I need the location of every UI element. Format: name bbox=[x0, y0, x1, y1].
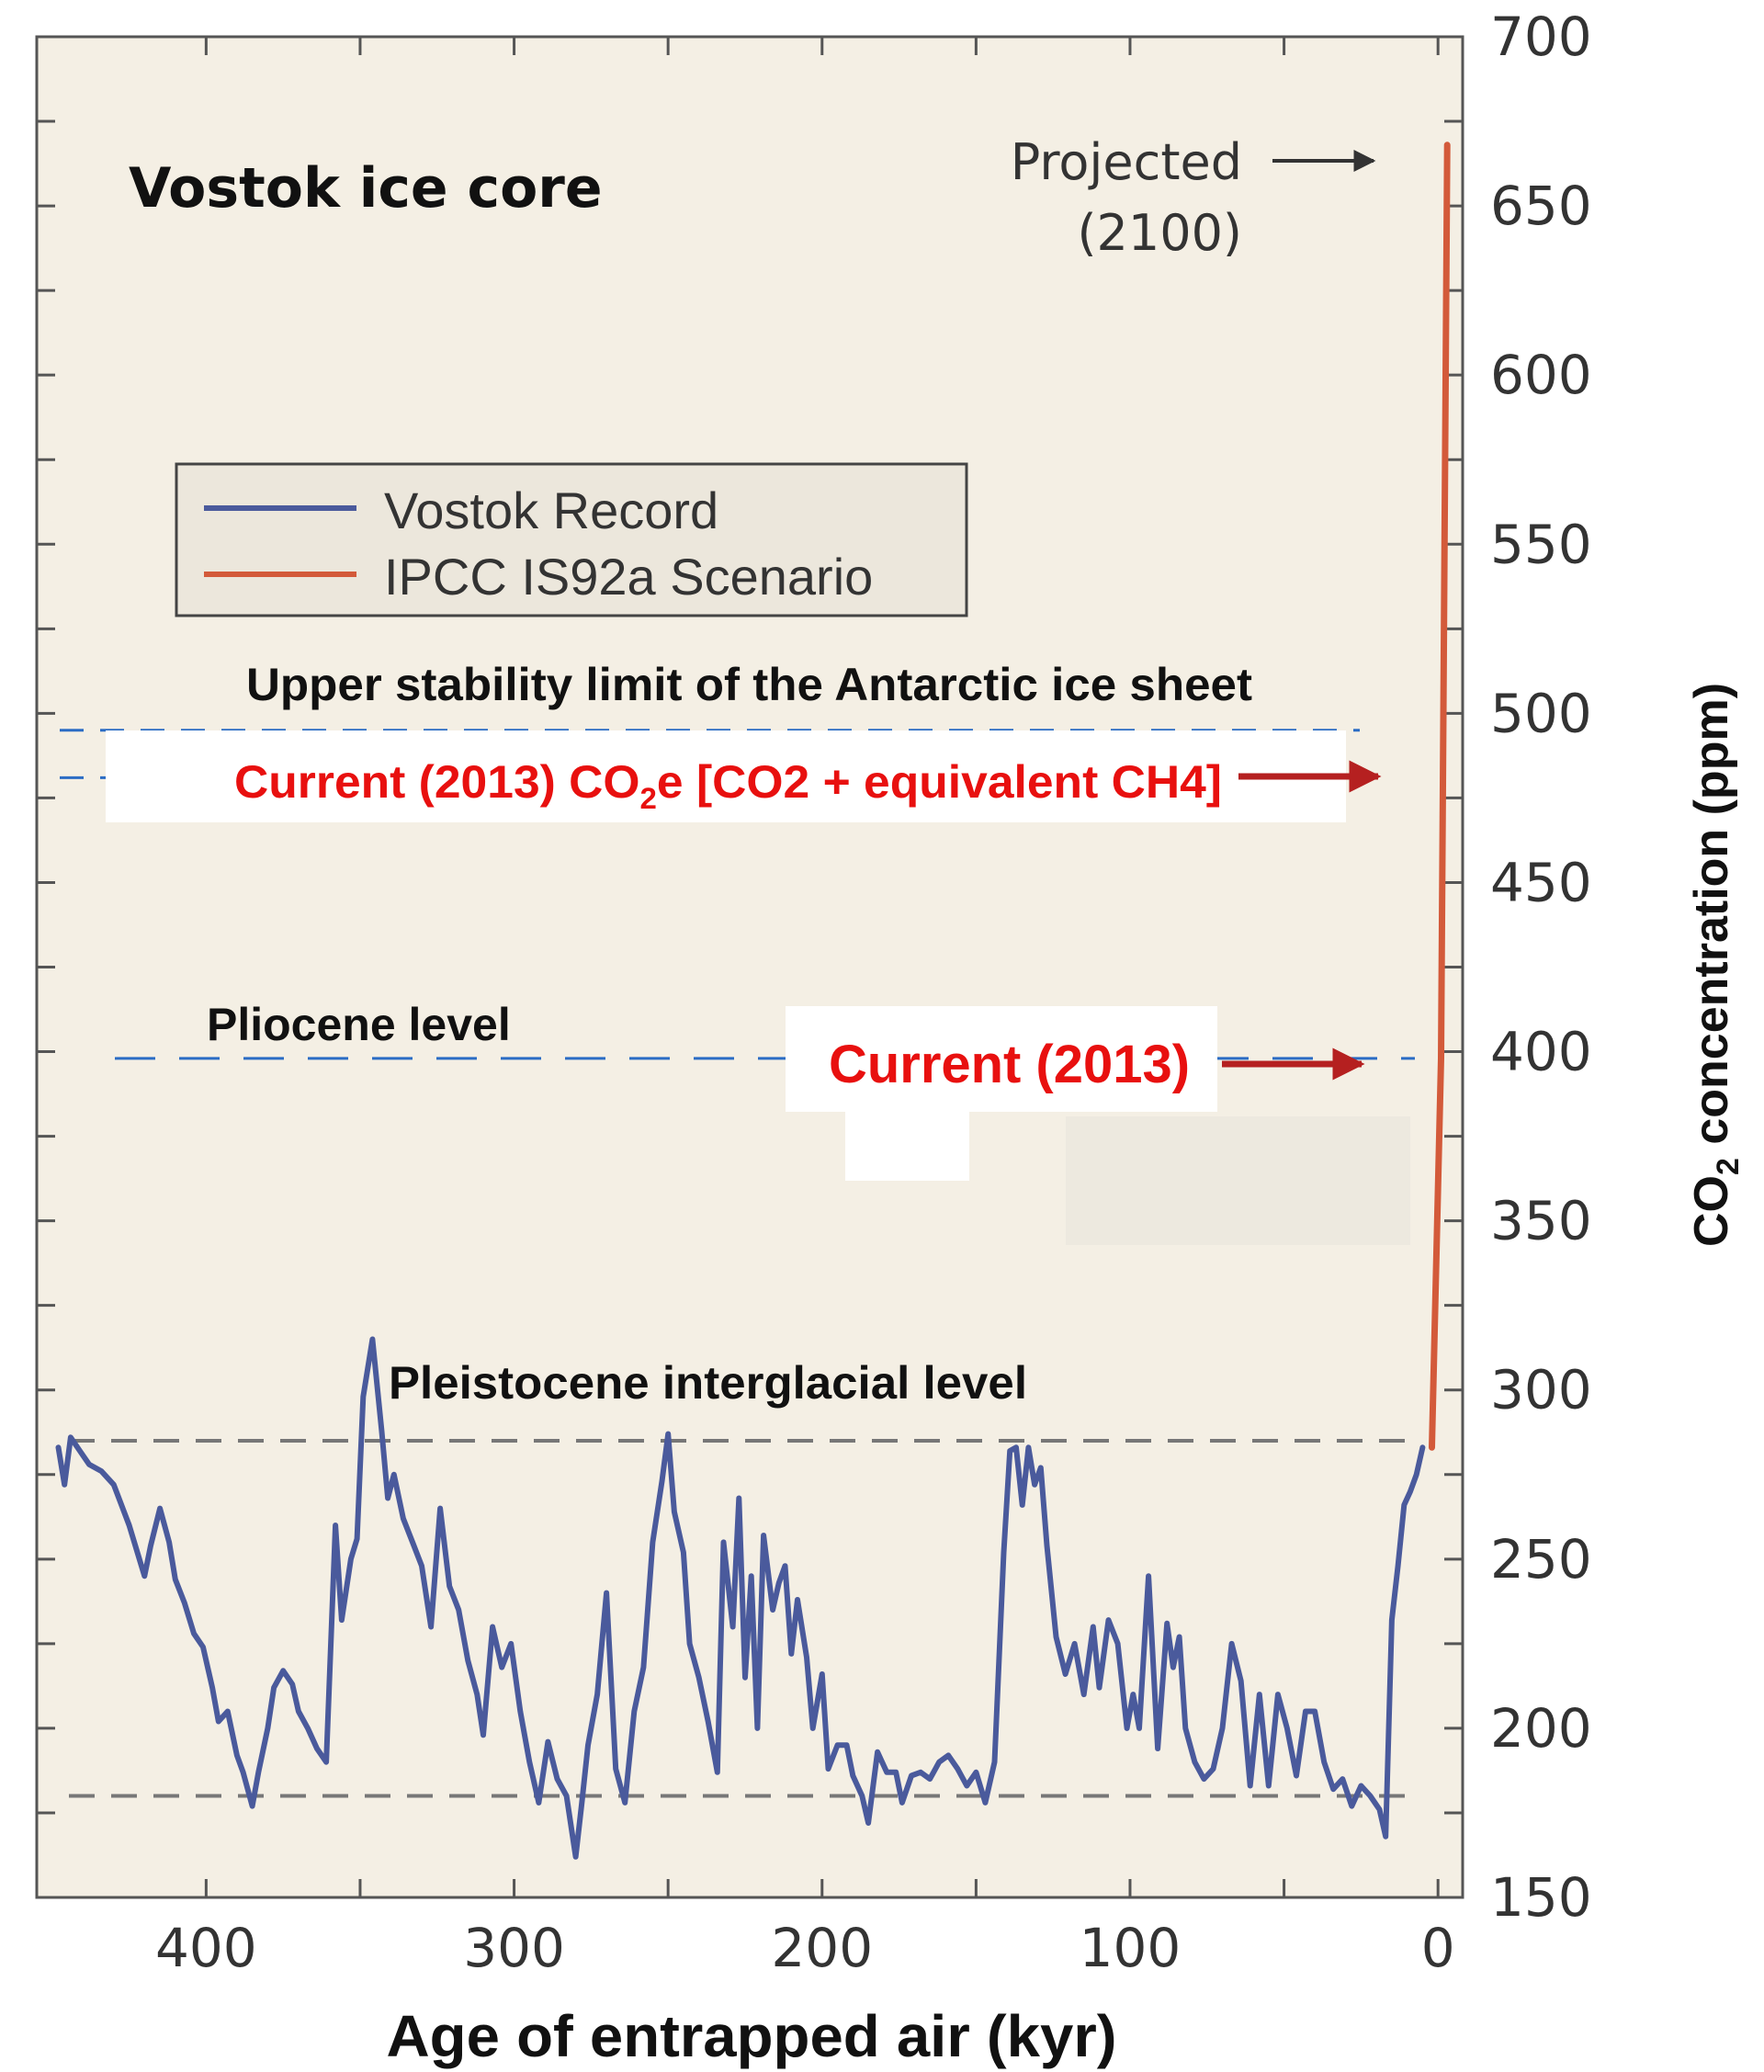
series-line-vostok-record bbox=[55, 1336, 1426, 1860]
chart-title: Vostok ice core bbox=[129, 156, 603, 221]
legend-label-ipcc: IPCC IS92a Scenario bbox=[384, 548, 873, 606]
y-tick-label: 600 bbox=[1490, 344, 1592, 406]
y-axis-title: CO2 concentration (ppm) bbox=[1685, 683, 1746, 1247]
pliocene-label: Pliocene level bbox=[207, 999, 511, 1050]
y-tick-label: 400 bbox=[1490, 1021, 1592, 1083]
y-tick-label: 450 bbox=[1490, 851, 1592, 913]
y-tick-label: 700 bbox=[1490, 6, 1592, 68]
y-tick-label: 250 bbox=[1490, 1528, 1592, 1591]
current-label: Current (2013) bbox=[829, 1035, 1190, 1094]
y-tick-label: 550 bbox=[1490, 513, 1592, 575]
y-tick-label: 300 bbox=[1490, 1359, 1592, 1421]
y-title-prefix: CO bbox=[1685, 1175, 1738, 1247]
legend: Vostok Record IPCC IS92a Scenario bbox=[175, 462, 968, 617]
projected-label-line2: (2100) bbox=[1077, 204, 1242, 262]
co2e-subscript: 2 bbox=[640, 782, 657, 815]
co2e-prefix: Current (2013) CO bbox=[234, 756, 640, 808]
x-tick-label: 200 bbox=[771, 1917, 873, 1979]
current-co2e-label: Current (2013) CO 2e [CO2 + equivalent CH… bbox=[234, 756, 1222, 815]
projected-label-line1: Projected bbox=[1011, 133, 1242, 191]
x-axis-title: Age of entrapped air (kyr) bbox=[387, 2003, 1117, 2069]
legend-box bbox=[175, 462, 968, 617]
label-patch-small bbox=[845, 1112, 969, 1181]
y-tick-label: 650 bbox=[1490, 175, 1592, 237]
y-title-subscript: 2 bbox=[1711, 1158, 1746, 1175]
y-tick-label: 500 bbox=[1490, 682, 1592, 744]
data-series bbox=[55, 142, 1451, 1860]
x-tick-label: 0 bbox=[1421, 1917, 1455, 1979]
x-tick-label: 400 bbox=[155, 1917, 257, 1979]
y-title-suffix: concentration (ppm) bbox=[1685, 683, 1738, 1158]
current-label-box bbox=[786, 1006, 1217, 1112]
legend-label-vostok: Vostok Record bbox=[384, 481, 718, 539]
series-line-ipcc-scenario bbox=[1429, 142, 1451, 1451]
co2e-label-box bbox=[106, 730, 1346, 822]
upper-stability-label: Upper stability limit of the Antarctic i… bbox=[246, 659, 1252, 710]
y-tick-label: 200 bbox=[1490, 1697, 1592, 1760]
y-tick-label: 150 bbox=[1490, 1866, 1592, 1929]
pleistocene-label: Pleistocene interglacial level bbox=[389, 1357, 1027, 1409]
x-tick-label: 300 bbox=[463, 1917, 565, 1979]
label-patch-grey bbox=[1066, 1116, 1410, 1245]
co2e-suffix: e [CO2 + equivalent CH4] bbox=[657, 756, 1222, 808]
axis-ticks: 150 200 250 300 350 400 450 500 550 600 650 700 400 3… bbox=[37, 6, 1592, 1979]
y-tick-label: 350 bbox=[1490, 1190, 1592, 1252]
x-tick-label: 100 bbox=[1080, 1917, 1182, 1979]
